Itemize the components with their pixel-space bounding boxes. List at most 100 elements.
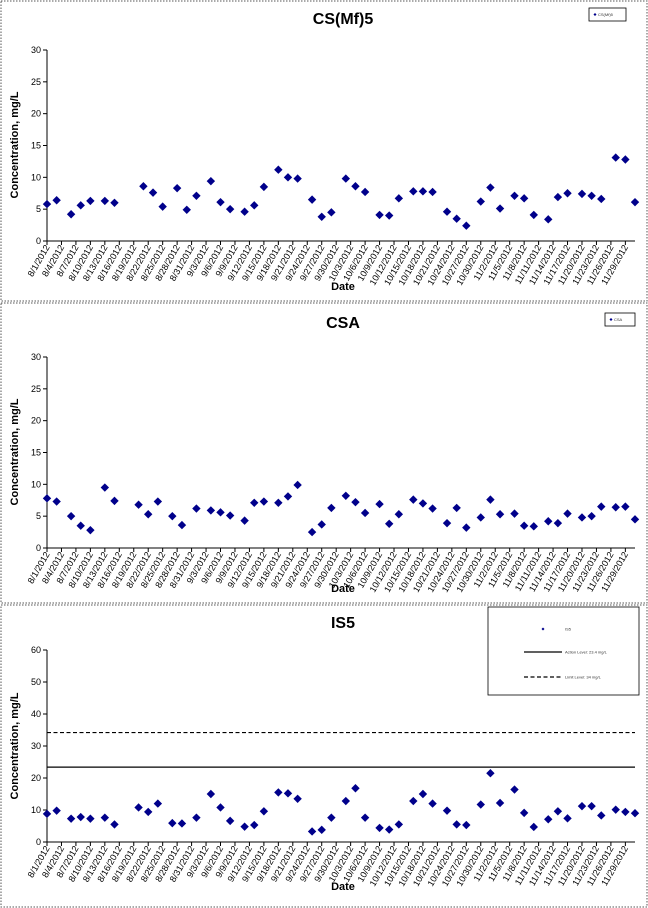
data-point <box>76 201 85 210</box>
legend-label: CSA <box>614 317 623 322</box>
data-point <box>418 187 428 196</box>
legend-box <box>588 7 627 22</box>
data-point <box>307 827 317 836</box>
data-point <box>394 194 404 203</box>
legend-marker <box>609 318 613 321</box>
data-point <box>630 515 640 524</box>
data-point <box>172 183 182 193</box>
data-point <box>577 189 587 199</box>
data-point <box>274 165 283 174</box>
data-point <box>510 509 519 518</box>
data-point <box>529 522 538 531</box>
chart-panel-2: CSA0510152025308/1/20128/4/20128/7/20128… <box>0 302 648 604</box>
y-axis-label: Concentration, mg/L <box>9 398 21 505</box>
data-point <box>86 196 95 206</box>
data-point <box>341 491 351 500</box>
y-tick-label: 5 <box>36 204 41 214</box>
data-point <box>76 521 85 530</box>
y-tick-label: 20 <box>31 109 41 119</box>
data-point <box>519 808 529 818</box>
y-tick-label: 25 <box>31 77 41 87</box>
data-point <box>577 513 587 522</box>
data-point <box>611 503 620 512</box>
data-point <box>153 497 163 506</box>
data-point <box>486 183 495 192</box>
data-point <box>168 818 177 828</box>
legend-label: IS5 <box>565 627 572 632</box>
data-point <box>216 197 225 207</box>
data-point <box>563 509 572 518</box>
y-tick-label: 60 <box>31 645 41 655</box>
data-point <box>621 807 630 817</box>
data-point <box>250 498 259 507</box>
data-point <box>250 201 259 210</box>
data-point <box>418 789 428 799</box>
data-point <box>225 204 235 214</box>
data-point <box>621 502 630 511</box>
y-tick-label: 40 <box>31 709 41 719</box>
y-tick-label: 0 <box>36 236 41 246</box>
data-point <box>206 789 216 799</box>
data-point <box>597 194 606 204</box>
data-point <box>327 503 336 513</box>
legend-box <box>604 312 636 327</box>
data-point <box>409 495 418 504</box>
data-point <box>283 492 293 501</box>
data-point <box>148 188 158 197</box>
data-point <box>110 198 119 207</box>
legend-marker <box>593 13 597 16</box>
y-tick-label: 50 <box>31 677 41 687</box>
data-point <box>360 508 370 518</box>
y-tick-label: 30 <box>31 45 41 55</box>
data-point <box>452 214 461 223</box>
data-point <box>476 197 485 206</box>
data-point <box>611 153 620 162</box>
data-point <box>86 814 95 823</box>
data-point <box>442 207 452 216</box>
data-point <box>52 806 61 815</box>
data-point <box>110 496 119 506</box>
y-tick-label: 30 <box>31 741 41 751</box>
y-tick-label: 0 <box>36 837 41 847</box>
data-point <box>544 815 553 824</box>
y-tick-label: 25 <box>31 384 41 394</box>
data-point <box>206 176 216 186</box>
chart-panel-1: CS(Mf)50510152025308/1/20128/4/20128/7/2… <box>0 0 648 302</box>
panel-border <box>0 302 648 604</box>
y-tick-label: 20 <box>31 773 41 783</box>
data-point <box>351 784 360 793</box>
data-point <box>495 204 505 213</box>
data-point <box>259 497 269 506</box>
panel-border <box>0 0 648 302</box>
data-point <box>86 525 95 535</box>
data-point <box>66 814 76 823</box>
y-tick-label: 10 <box>31 172 41 182</box>
data-point <box>52 196 61 205</box>
data-point <box>283 173 293 182</box>
data-point <box>341 174 351 183</box>
data-point <box>519 521 529 530</box>
data-point <box>409 187 418 196</box>
data-point <box>307 195 317 204</box>
data-point <box>428 187 437 197</box>
data-point <box>462 221 471 230</box>
data-point <box>192 191 201 200</box>
data-point <box>553 807 563 816</box>
data-point <box>192 504 201 513</box>
chart-title: IS5 <box>331 615 355 632</box>
data-point <box>486 495 495 504</box>
data-point <box>66 210 76 219</box>
x-axis-label: Date <box>331 881 355 893</box>
data-point <box>544 517 553 526</box>
chart-title: CSA <box>326 315 360 332</box>
data-point <box>274 498 283 507</box>
data-point <box>553 192 563 202</box>
y-axis-label: Concentration, mg/L <box>9 91 21 198</box>
data-point <box>563 814 572 823</box>
legend-marker <box>541 627 545 631</box>
data-point <box>42 199 52 209</box>
data-point <box>621 155 630 164</box>
y-tick-label: 30 <box>31 352 41 362</box>
legend-label: Limit Level: 34 mg/L <box>565 675 602 680</box>
